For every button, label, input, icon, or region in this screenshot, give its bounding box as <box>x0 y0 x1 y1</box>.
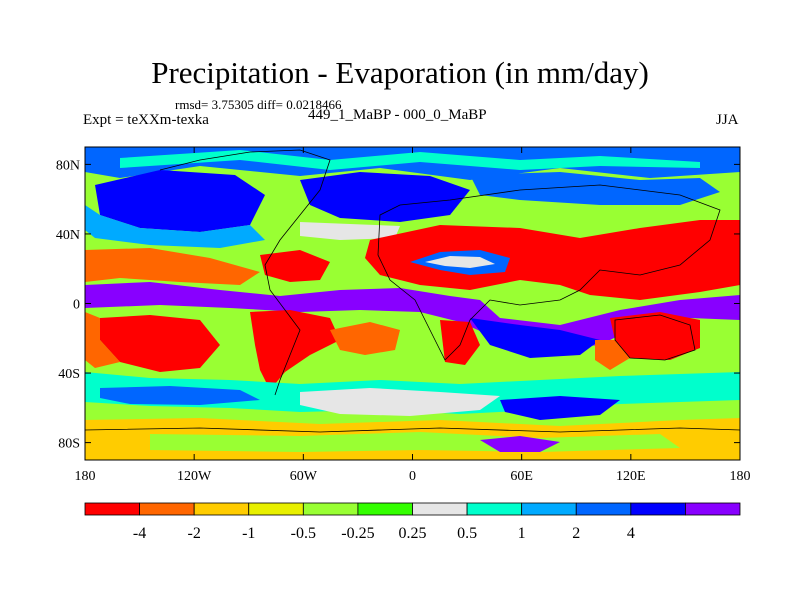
south-america-red-region <box>250 310 340 390</box>
coastline-antarctica <box>85 427 740 433</box>
season-label: JJA <box>716 112 739 128</box>
x-tick-label: 60E <box>510 469 533 484</box>
y-tick-label: 0 <box>73 298 80 313</box>
chart-stats: rmsd= 3.75305 diff= 0.0218466 <box>175 97 342 112</box>
colorbar-swatch <box>575 502 632 516</box>
colorbar-swatch <box>139 502 195 516</box>
colorbar-swatch <box>685 502 741 516</box>
y-tick-label: 40S <box>58 367 80 382</box>
colorbar-swatch <box>84 502 140 516</box>
colorbar-swatch <box>466 502 523 516</box>
north-pacific-red-region <box>85 248 260 285</box>
colorbar: -4 -2 -1 -0.5 -0.25 0.25 0.5 1 2 4 <box>84 502 741 542</box>
colorbar-label: -0.25 <box>341 525 374 542</box>
colorbar-label: -1 <box>242 525 255 542</box>
north-pacific-cyan-edge <box>85 205 265 248</box>
x-tick-label: 180 <box>75 469 96 484</box>
antarctic-purple-region <box>480 436 560 452</box>
colorbar-label: 1 <box>518 525 526 542</box>
colorbar-swatch <box>412 502 468 516</box>
colorbar-label: 0.25 <box>399 525 427 542</box>
colorbar-swatch <box>630 502 686 516</box>
x-tick-label: 120W <box>177 469 212 484</box>
x-tick-label: 120E <box>616 469 646 484</box>
x-tick-label: 0 <box>409 469 416 484</box>
itcz-purple-band <box>85 282 740 350</box>
colorbar-label: 0.5 <box>457 525 477 542</box>
axis-ticks: 180 120W 60W 0 60E 120E 180 80N 40N 0 40S 80S <box>56 147 751 484</box>
colorbar-label: -4 <box>133 525 146 542</box>
north-africa-asia-red-region <box>365 220 740 300</box>
y-tick-label: 40N <box>56 228 80 243</box>
coastline-australia <box>614 314 696 361</box>
siberia-blue-region <box>470 172 720 205</box>
x-tick-label: 180 <box>730 469 751 484</box>
north-pacific-blue-region <box>95 170 265 232</box>
south-atlantic-orange-region <box>330 322 400 355</box>
south-pacific-red-region <box>100 315 220 372</box>
coastline-africa-eurasia <box>377 184 721 361</box>
x-tick-label: 60W <box>290 469 318 484</box>
colorbar-label: -2 <box>188 525 201 542</box>
southern-ocean-blue-region <box>100 386 260 405</box>
australia-red-region <box>610 312 700 360</box>
chart-title: Precipitation - Evaporation (in mm/day) <box>151 55 649 90</box>
y-tick-label: 80N <box>56 158 80 173</box>
mediterranean-white-swirl <box>425 256 495 268</box>
coastline-americas <box>159 149 331 396</box>
colorbar-swatch <box>248 502 304 516</box>
y-tick-label: 80S <box>58 437 80 452</box>
colorbar-swatch <box>302 502 359 516</box>
colorbar-swatch <box>357 502 413 516</box>
colorbar-swatch <box>521 502 577 516</box>
experiment-label: Expt = teXXm-texka <box>83 112 209 128</box>
colorbar-label: -0.5 <box>291 525 316 542</box>
colorbar-swatch <box>193 502 250 516</box>
northwest-atlantic-white <box>300 222 400 240</box>
south-africa-red-region <box>440 320 480 365</box>
arctic-cyan-region <box>120 150 700 170</box>
chart-subtitle: 449_1_MaBP - 000_0_MaBP <box>308 107 487 123</box>
southern-ocean-white-region <box>300 388 500 416</box>
indian-ocean-blue-region <box>470 318 600 358</box>
southern-indian-blue-region <box>500 396 620 420</box>
colorbar-label: 2 <box>572 525 580 542</box>
map-field <box>85 147 740 460</box>
colorbar-label: 4 <box>627 525 635 542</box>
north-atlantic-blue-region <box>300 172 470 222</box>
south-pacific-orange-edge <box>85 312 120 368</box>
north-america-red-region <box>260 250 330 282</box>
